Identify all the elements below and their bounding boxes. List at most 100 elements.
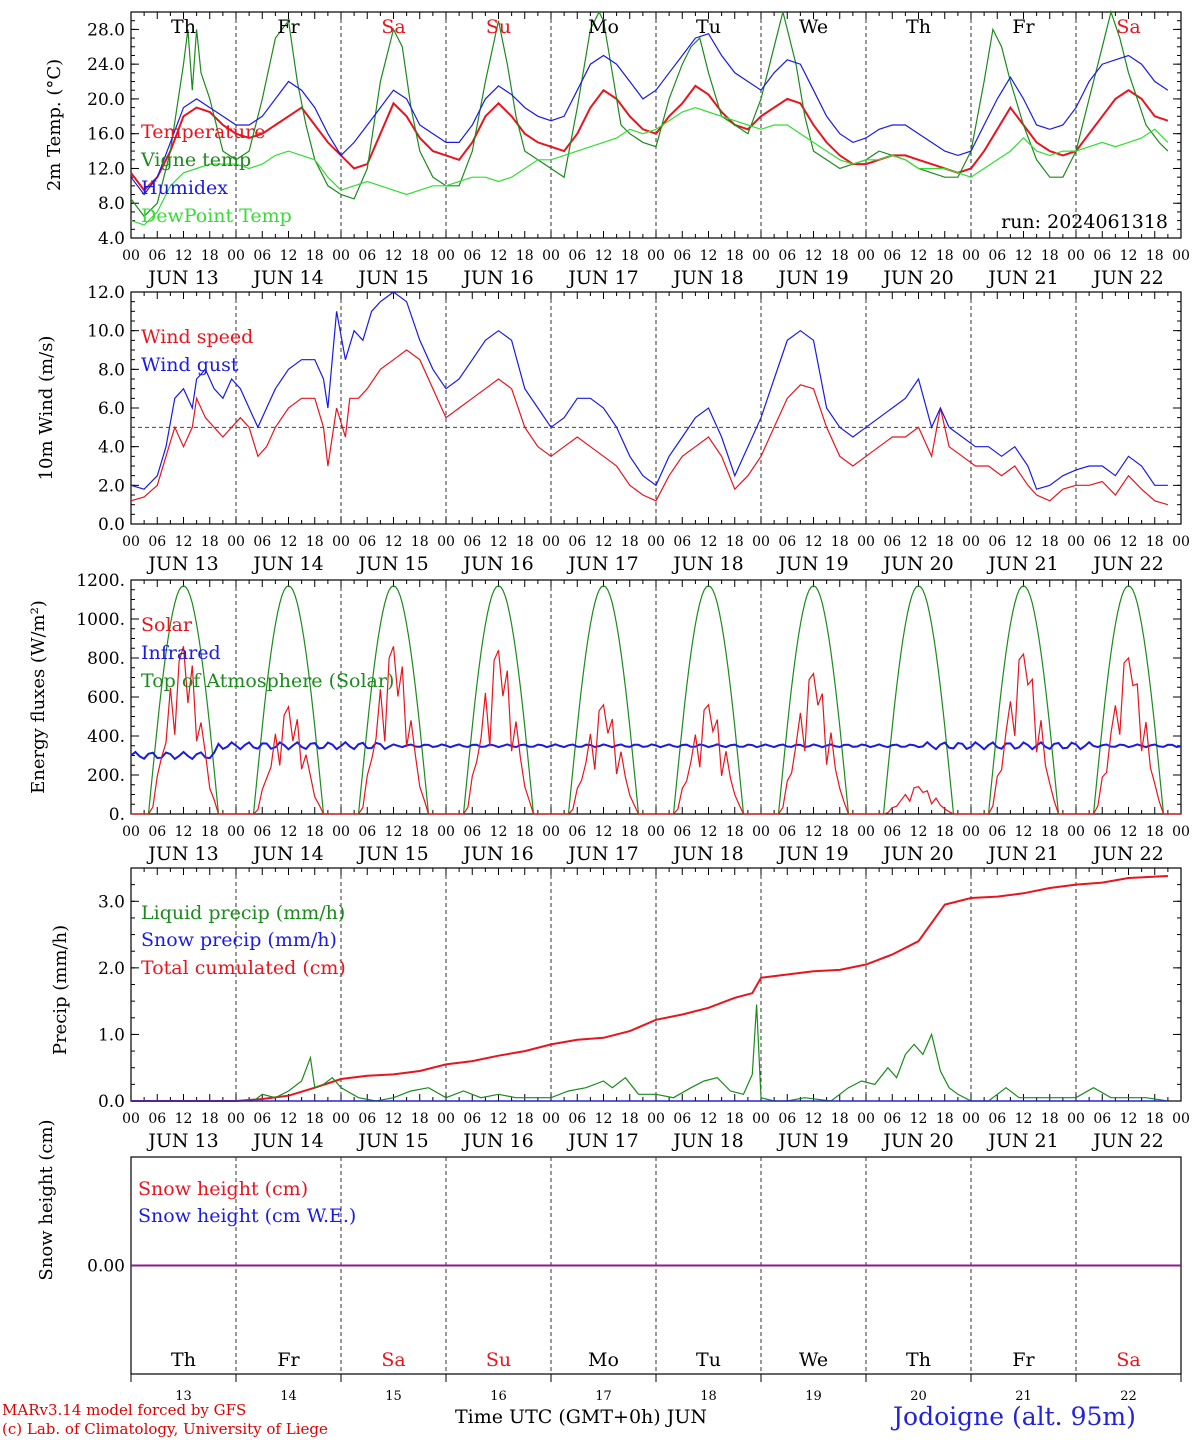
hour-label: 06 bbox=[358, 824, 376, 840]
hour-label: 18 bbox=[726, 534, 744, 550]
y-tick-label: 28.0 bbox=[87, 20, 125, 40]
y-tick-label: 2.0 bbox=[98, 476, 125, 496]
hour-label: 12 bbox=[1015, 824, 1033, 840]
date-label: JUN 19 bbox=[776, 843, 848, 865]
hour-label: 12 bbox=[175, 824, 193, 840]
date-label: JUN 15 bbox=[356, 1130, 428, 1152]
hour-label: 00 bbox=[122, 248, 140, 264]
hour-label: 06 bbox=[253, 1111, 271, 1127]
day-number-label: 13 bbox=[175, 1389, 192, 1404]
legend-entry: Snow height (cm) bbox=[138, 1178, 308, 1200]
hour-label: 06 bbox=[673, 824, 691, 840]
weekday-label: Th bbox=[171, 1349, 196, 1371]
date-label: JUN 20 bbox=[881, 267, 953, 289]
hour-label: 06 bbox=[778, 534, 796, 550]
hour-label: 18 bbox=[621, 824, 639, 840]
date-label: JUN 13 bbox=[146, 1130, 218, 1152]
hour-label: 12 bbox=[1015, 248, 1033, 264]
legend-entry: Wind speed bbox=[141, 326, 253, 348]
y-tick-label: 200. bbox=[87, 766, 125, 786]
hour-label: 00 bbox=[227, 824, 245, 840]
hour-label: 12 bbox=[595, 248, 613, 264]
hour-label: 18 bbox=[306, 248, 324, 264]
date-label: JUN 13 bbox=[146, 267, 218, 289]
hour-label: 12 bbox=[1015, 534, 1033, 550]
date-label: JUN 19 bbox=[776, 1130, 848, 1152]
hour-label: 12 bbox=[385, 534, 403, 550]
hour-label: 00 bbox=[122, 1111, 140, 1127]
date-label: JUN 21 bbox=[986, 553, 1058, 575]
hour-label: 12 bbox=[490, 824, 508, 840]
day-number-label: 18 bbox=[700, 1389, 717, 1404]
series-line-infrared bbox=[130, 740, 1182, 761]
hour-label: 12 bbox=[1120, 248, 1138, 264]
hour-label: 06 bbox=[1093, 1111, 1111, 1127]
date-label: JUN 17 bbox=[566, 553, 638, 575]
hour-label: 00 bbox=[962, 824, 980, 840]
hour-label: 00 bbox=[542, 824, 560, 840]
hour-label: 12 bbox=[175, 1111, 193, 1127]
series-line-humidex bbox=[130, 32, 1169, 196]
legend-entry: Wind gust bbox=[141, 354, 239, 376]
weekday-label: Sa bbox=[1116, 1349, 1140, 1371]
weekday-label: Mo bbox=[588, 16, 619, 38]
series-line-temperature bbox=[130, 84, 1169, 192]
hour-label: 06 bbox=[253, 534, 271, 550]
hour-label: 18 bbox=[1146, 824, 1164, 840]
date-label: JUN 13 bbox=[146, 553, 218, 575]
hour-label: 00 bbox=[1067, 248, 1085, 264]
hour-label: 00 bbox=[332, 248, 350, 264]
y-tick-label: 600. bbox=[87, 688, 125, 708]
hour-label: 06 bbox=[463, 534, 481, 550]
hour-label: 18 bbox=[1146, 248, 1164, 264]
weekday-label: Sa bbox=[381, 16, 405, 38]
hour-label: 06 bbox=[148, 248, 166, 264]
hour-label: 00 bbox=[122, 534, 140, 550]
legend-entry: Vigne temp bbox=[140, 149, 251, 171]
date-label: JUN 20 bbox=[881, 843, 953, 865]
hour-label: 00 bbox=[1172, 824, 1190, 840]
hour-label: 12 bbox=[1120, 824, 1138, 840]
y-tick-label: 4.0 bbox=[98, 229, 125, 249]
y-tick-label: 800. bbox=[87, 649, 125, 669]
date-label: JUN 14 bbox=[251, 553, 323, 575]
hour-label: 12 bbox=[910, 534, 928, 550]
hour-label: 18 bbox=[831, 824, 849, 840]
hour-label: 00 bbox=[227, 1111, 245, 1127]
hour-label: 12 bbox=[910, 248, 928, 264]
hour-label: 18 bbox=[831, 534, 849, 550]
hour-label: 06 bbox=[1093, 824, 1111, 840]
hour-label: 06 bbox=[883, 1111, 901, 1127]
hour-label: 06 bbox=[148, 534, 166, 550]
hour-label: 12 bbox=[385, 248, 403, 264]
day-number-label: 20 bbox=[910, 1389, 927, 1404]
hour-label: 00 bbox=[752, 534, 770, 550]
weekday-label: Tu bbox=[696, 1349, 721, 1371]
hour-label: 06 bbox=[568, 1111, 586, 1127]
y-tick-label: 400. bbox=[87, 727, 125, 747]
weekday-label: Fr bbox=[1012, 16, 1035, 38]
day-number-label: 15 bbox=[385, 1389, 402, 1404]
y-tick-label: 4.0 bbox=[98, 438, 125, 458]
date-label: JUN 21 bbox=[986, 843, 1058, 865]
legend-entry: Temperature bbox=[141, 121, 265, 143]
legend-entry: Humidex bbox=[141, 177, 228, 199]
y-axis-title: 2m Temp. (°C) bbox=[44, 59, 65, 191]
series-line-solar bbox=[131, 646, 1181, 815]
date-label: JUN 18 bbox=[671, 843, 743, 865]
hour-label: 12 bbox=[1120, 534, 1138, 550]
date-label: JUN 13 bbox=[146, 843, 218, 865]
hour-label: 12 bbox=[280, 1111, 298, 1127]
hour-label: 12 bbox=[490, 248, 508, 264]
hour-label: 18 bbox=[411, 824, 429, 840]
hour-label: 12 bbox=[280, 534, 298, 550]
hour-label: 12 bbox=[805, 248, 823, 264]
hour-label: 18 bbox=[411, 534, 429, 550]
hour-label: 12 bbox=[175, 534, 193, 550]
date-label: JUN 22 bbox=[1091, 553, 1163, 575]
hour-label: 18 bbox=[516, 248, 534, 264]
date-label: JUN 20 bbox=[881, 553, 953, 575]
day-number-label: 19 bbox=[805, 1389, 822, 1404]
hour-label: 06 bbox=[253, 248, 271, 264]
date-label: JUN 18 bbox=[671, 267, 743, 289]
